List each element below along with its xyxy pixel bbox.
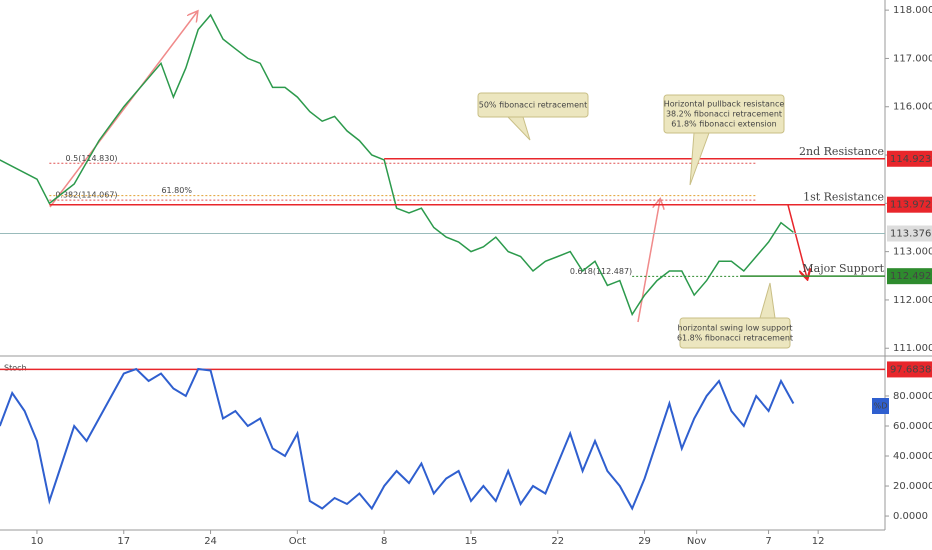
callout-pointer xyxy=(689,132,710,186)
arrow xyxy=(637,200,660,323)
callout-text: 38.2% fibonacci retracement xyxy=(666,110,782,119)
arrow xyxy=(49,12,197,208)
fib-label: 0.382(114.067) xyxy=(55,191,117,200)
price-line xyxy=(0,367,795,511)
callout xyxy=(679,317,791,349)
callout-pointer xyxy=(507,116,531,141)
callout xyxy=(477,92,589,118)
fib-label: 61.80% xyxy=(161,186,192,195)
stoch-level-tag xyxy=(887,361,932,378)
x-tick-label: Oct xyxy=(289,536,306,547)
x-tick-label: Nov xyxy=(687,536,707,547)
x-tick-label: 24 xyxy=(204,536,217,547)
callout-text: 61.8% fibonacci retracement xyxy=(677,334,793,343)
y-tick-label: 113.000 xyxy=(893,247,932,258)
y-tick-label: 117.000 xyxy=(893,53,932,64)
last-price-label: 113.376 xyxy=(890,228,931,239)
pane-label: Stoch xyxy=(4,364,27,373)
callout xyxy=(663,94,785,134)
level-value: 114.923 xyxy=(890,154,931,165)
level-tag xyxy=(887,196,932,213)
level-name: Major Support xyxy=(802,262,884,275)
last-price-tag xyxy=(887,225,932,242)
x-tick-label: 12 xyxy=(812,536,825,547)
x-tick-label: 8 xyxy=(381,536,387,547)
level-tag xyxy=(887,150,932,167)
level-name: 2nd Resistance xyxy=(799,145,884,158)
level-name: 1st Resistance xyxy=(803,191,884,204)
x-tick-label: 22 xyxy=(551,536,564,547)
level-value: 113.972 xyxy=(890,200,931,211)
y-tick-label: 0.0000 xyxy=(893,511,928,522)
x-tick-label: 17 xyxy=(117,536,130,547)
arrow xyxy=(787,204,807,278)
callout-text: Horizontal pullback resistance xyxy=(664,100,785,109)
callout-pointer xyxy=(759,282,776,319)
callout-text: horizontal swing low support xyxy=(678,324,793,333)
y-tick-label: 20.0000 xyxy=(893,481,932,492)
y-tick-label: 111.000 xyxy=(893,343,932,354)
badge-label: %D xyxy=(874,402,888,411)
y-tick-label: 80.0000 xyxy=(893,391,932,402)
x-tick-label: 7 xyxy=(765,536,771,547)
level-value: 112.492 xyxy=(890,271,931,282)
y-tick-label: 112.000 xyxy=(893,295,932,306)
stoch-level-label: 97.6838 xyxy=(890,364,931,375)
y-tick-label: 118.000 xyxy=(893,5,932,16)
price-line xyxy=(0,13,794,317)
callout-text: 50% fibonacci retracement xyxy=(479,101,587,110)
y-tick-label: 40.0000 xyxy=(893,451,932,462)
badge xyxy=(872,398,889,414)
level-tag xyxy=(887,268,932,285)
x-tick-label: 15 xyxy=(465,536,478,547)
callout-text: 61.8% fibonacci extension xyxy=(671,120,777,129)
y-tick-label: 60.0000 xyxy=(893,421,932,432)
x-tick-label: 10 xyxy=(31,536,44,547)
y-tick-label: 116.000 xyxy=(893,102,932,113)
fib-label: 0.5(114.830) xyxy=(66,154,118,163)
x-tick-label: 29 xyxy=(638,536,651,547)
